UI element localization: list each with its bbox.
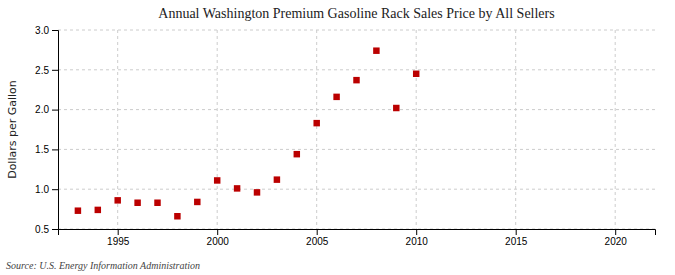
point <box>393 105 399 111</box>
grid-line <box>58 189 655 190</box>
y-axis-label: Dollars per Gallon <box>6 80 19 179</box>
tick: 2.0 <box>35 104 58 115</box>
tick-mark <box>52 229 58 230</box>
point <box>413 71 419 77</box>
tick: 2010 <box>406 229 429 247</box>
point <box>254 189 260 195</box>
point <box>214 177 220 183</box>
point <box>333 94 339 100</box>
tick-mark <box>52 110 58 111</box>
tick-label: 1995 <box>107 236 130 247</box>
tick-label: 2010 <box>406 236 429 247</box>
tick: 2005 <box>306 229 329 247</box>
tick-mark <box>416 229 417 235</box>
point <box>234 185 240 191</box>
tick-label: 2020 <box>605 236 628 247</box>
point <box>154 199 160 205</box>
tick-mark <box>52 149 58 150</box>
grid-line <box>217 30 218 229</box>
tick-label: 2005 <box>306 236 329 247</box>
point <box>353 77 359 83</box>
tick: 2020 <box>605 229 628 247</box>
tick: 1995 <box>107 229 130 247</box>
tick-mark <box>516 229 517 235</box>
points <box>75 47 420 219</box>
tick-label: 1.0 <box>35 184 49 195</box>
point <box>95 207 101 213</box>
tick: 2000 <box>207 229 230 247</box>
y-axis: 0.5 1.0 1.5 2.0 2.5 3.0 <box>35 25 58 235</box>
point <box>274 176 280 182</box>
tick: 1.5 <box>35 144 58 155</box>
tick-mark <box>52 70 58 71</box>
grid-line <box>58 30 655 31</box>
source: Source: U.S. Energy Information Administ… <box>6 260 200 271</box>
grid-line <box>615 30 616 229</box>
tick-mark <box>118 229 119 235</box>
axis-line <box>59 230 656 236</box>
tick-label: 2.5 <box>35 65 49 76</box>
tick-mark <box>317 229 318 235</box>
tick-label: 0.5 <box>35 224 49 235</box>
tick-label: 1.5 <box>35 144 49 155</box>
grid-line <box>316 30 317 229</box>
tick-label: 2015 <box>505 236 528 247</box>
tick-label: 3.0 <box>35 25 49 36</box>
point <box>294 151 300 157</box>
point <box>313 120 319 126</box>
tick-mark <box>52 30 58 31</box>
tick: 2.5 <box>35 65 58 76</box>
grid-line <box>58 149 655 150</box>
tick-mark <box>52 189 58 190</box>
point <box>194 199 200 205</box>
point <box>114 197 120 203</box>
point <box>373 47 379 53</box>
title: Annual Washington Premium Gasoline Rack … <box>158 6 554 21</box>
tick-mark <box>217 229 218 235</box>
tick: 3.0 <box>35 25 58 36</box>
tick: 1.0 <box>35 184 58 195</box>
grid-line <box>416 30 417 229</box>
tick-mark <box>615 229 616 235</box>
point <box>75 207 81 213</box>
x-axis: 1995 2000 2005 2010 2015 2020 <box>59 229 656 247</box>
point <box>134 199 140 205</box>
axis-line <box>52 31 59 230</box>
chart: 1995 2000 2005 2010 2015 2020 0.5 1.0 1.5 2.0 2.5 3… <box>0 0 675 275</box>
tick-label: 2000 <box>207 236 230 247</box>
grid-line <box>515 30 516 229</box>
grid-line <box>58 69 655 70</box>
tick: 2015 <box>505 229 528 247</box>
plot: 1995 2000 2005 2010 2015 2020 0.5 1.0 1.5 2.0 2.5 3… <box>35 25 655 247</box>
tick-label: 2.0 <box>35 104 49 115</box>
tick: 0.5 <box>35 224 58 235</box>
point <box>174 213 180 219</box>
grid-line <box>58 109 655 110</box>
grid <box>58 30 655 229</box>
